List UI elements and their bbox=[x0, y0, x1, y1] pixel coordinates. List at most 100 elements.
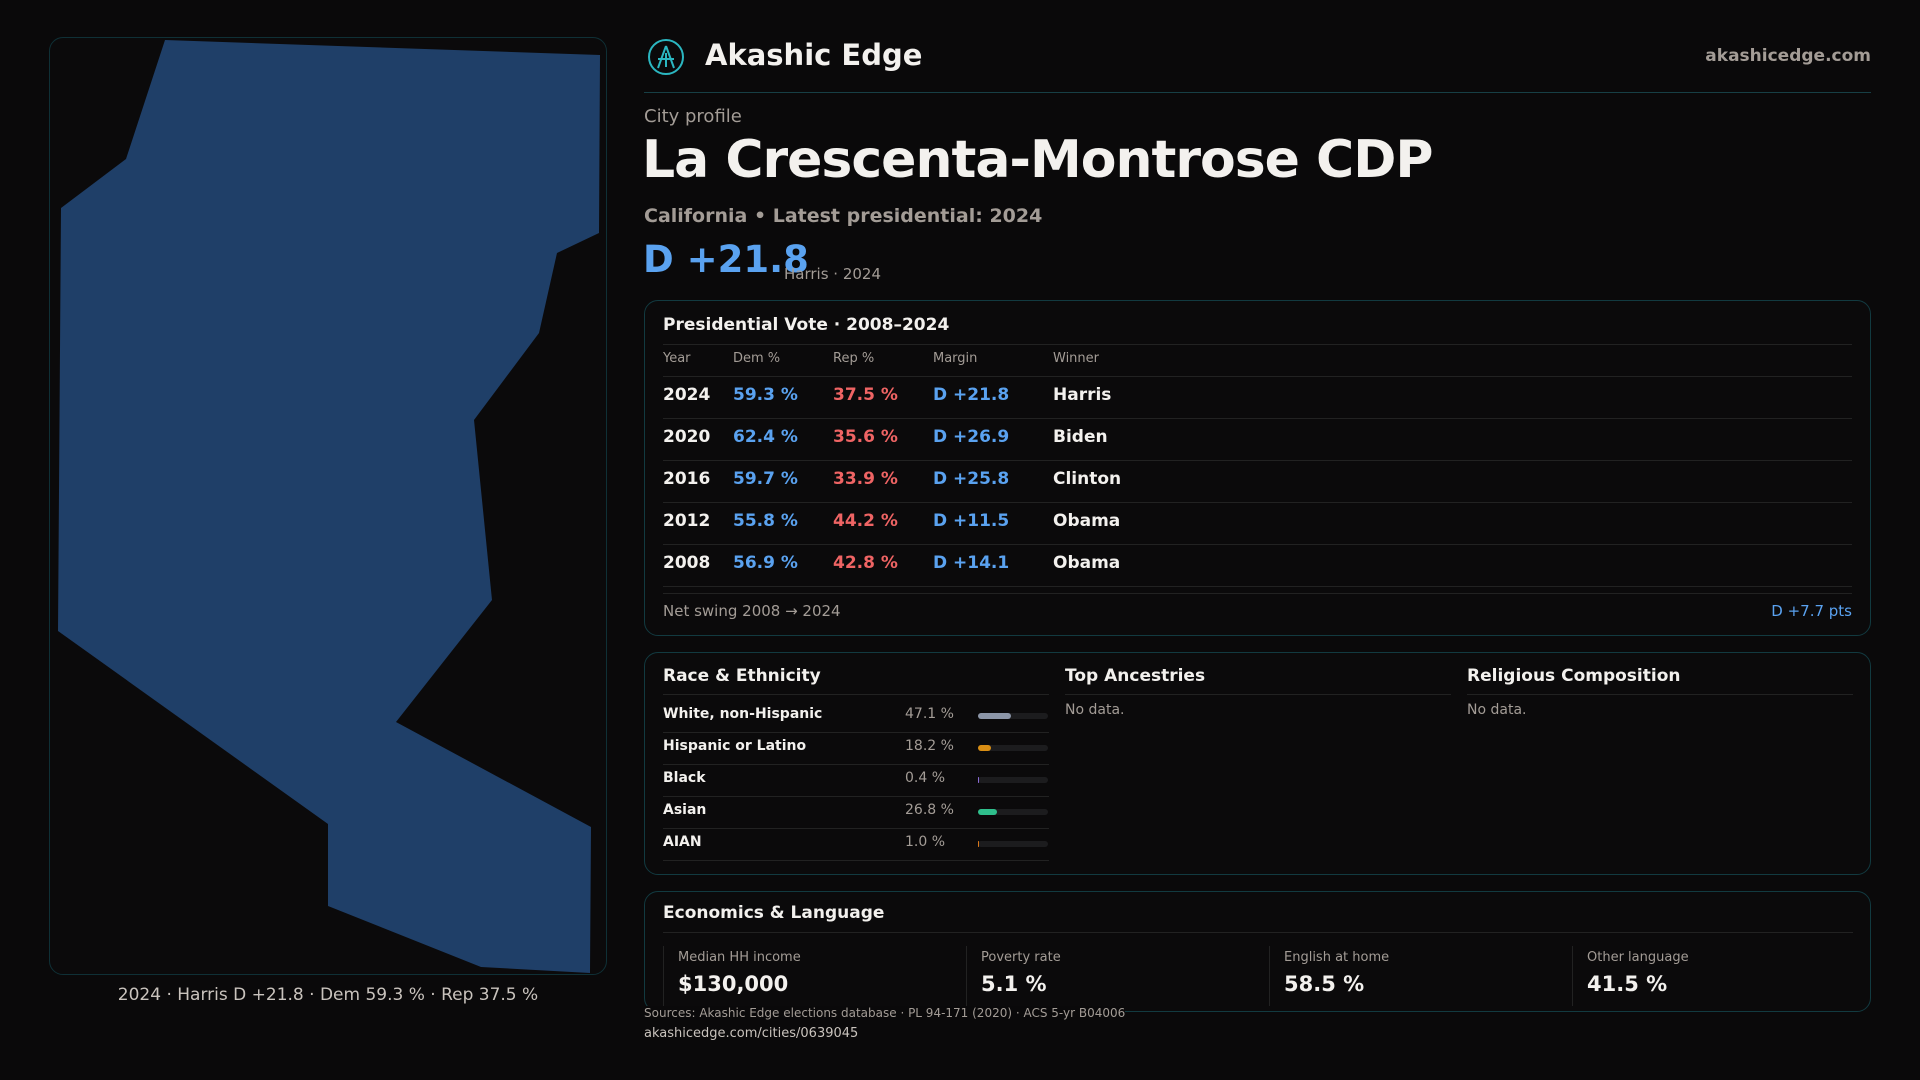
latest-margin-note: Harris · 2024 bbox=[784, 265, 882, 283]
econ-stat bbox=[1572, 946, 1574, 1006]
vote-cell: 2016 bbox=[663, 469, 711, 489]
divider bbox=[663, 544, 1852, 545]
column-header: Year bbox=[663, 351, 691, 366]
divider bbox=[663, 586, 1852, 587]
vote-cell: D +25.8 bbox=[933, 469, 1010, 489]
econ-stat-label: Median HH income bbox=[678, 950, 801, 965]
race-bar-fill bbox=[978, 713, 1011, 719]
vote-cell: 37.5 % bbox=[833, 385, 898, 405]
econ-stat-value: 41.5 % bbox=[1587, 972, 1668, 996]
econ-stat-value: $130,000 bbox=[678, 972, 789, 996]
vote-cell: 62.4 % bbox=[733, 427, 798, 447]
page-kicker: City profile bbox=[644, 106, 742, 127]
header-divider bbox=[644, 92, 1871, 93]
latest-margin: D +21.8 bbox=[643, 238, 809, 281]
vote-cell: 55.8 % bbox=[733, 511, 798, 531]
ancestry-title: Top Ancestries bbox=[1065, 666, 1206, 686]
vote-cell: 33.9 % bbox=[833, 469, 898, 489]
race-bar-fill bbox=[978, 745, 991, 751]
vote-cell: Biden bbox=[1053, 427, 1108, 447]
race-label: White, non-Hispanic bbox=[663, 706, 823, 722]
econ-title: Economics & Language bbox=[663, 903, 885, 923]
presidential-vote-panel: Presidential Vote · 2008–2024 Year Dem % R… bbox=[644, 300, 1871, 636]
race-pct: 18.2 % bbox=[905, 738, 954, 754]
vote-cell: D +21.8 bbox=[933, 385, 1010, 405]
column-header: Dem % bbox=[733, 351, 781, 366]
race-bar bbox=[978, 777, 1048, 783]
divider bbox=[663, 344, 1852, 345]
vote-cell: D +14.1 bbox=[933, 553, 1010, 573]
econ-stat bbox=[966, 946, 968, 1006]
econ-stat-value: 5.1 % bbox=[981, 972, 1047, 996]
page-title: La Crescenta-Montrose CDP bbox=[642, 130, 1433, 190]
vote-cell: 44.2 % bbox=[833, 511, 898, 531]
race-label: Hispanic or Latino bbox=[663, 738, 807, 754]
race-bar-fill bbox=[978, 841, 979, 847]
divider bbox=[663, 796, 1049, 797]
vote-cell: 2024 bbox=[663, 385, 711, 405]
vote-cell: 59.7 % bbox=[733, 469, 798, 489]
vote-cell: 2012 bbox=[663, 511, 711, 531]
divider bbox=[663, 593, 1852, 594]
vote-cell: D +26.9 bbox=[933, 427, 1010, 447]
divider bbox=[663, 860, 1049, 861]
race-pct: 26.8 % bbox=[905, 802, 954, 818]
race-bar bbox=[978, 745, 1048, 751]
race-pct: 1.0 % bbox=[905, 834, 946, 850]
vote-cell: 35.6 % bbox=[833, 427, 898, 447]
divider bbox=[663, 502, 1852, 503]
brand-name: Akashic Edge bbox=[705, 38, 923, 72]
page-subtitle: California • Latest presidential: 2024 bbox=[644, 205, 1043, 227]
vote-cell: 2020 bbox=[663, 427, 711, 447]
race-pct: 47.1 % bbox=[905, 706, 954, 722]
site-link[interactable]: akashicedge.com bbox=[1705, 46, 1871, 66]
divider bbox=[663, 764, 1049, 765]
vote-panel-title: Presidential Vote · 2008–2024 bbox=[663, 315, 950, 335]
econ-stat bbox=[1269, 946, 1271, 1006]
race-bar bbox=[978, 713, 1048, 719]
vote-cell: 42.8 % bbox=[833, 553, 898, 573]
econ-stat-label: English at home bbox=[1284, 950, 1390, 965]
race-bar-fill bbox=[978, 809, 997, 815]
vote-cell: 59.3 % bbox=[733, 385, 798, 405]
demographics-panel bbox=[644, 652, 1871, 875]
divider bbox=[663, 376, 1852, 377]
econ-stat-label: Other language bbox=[1587, 950, 1689, 965]
vote-cell: Harris bbox=[1053, 385, 1112, 405]
vote-cell: 56.9 % bbox=[733, 553, 798, 573]
econ-stat-value: 58.5 % bbox=[1284, 972, 1365, 996]
econ-stat bbox=[663, 946, 665, 1006]
religion-empty: No data. bbox=[1467, 702, 1527, 718]
economics-panel bbox=[644, 891, 1871, 1012]
ancestry-empty: No data. bbox=[1065, 702, 1125, 718]
divider bbox=[663, 418, 1852, 419]
brand-logo-icon bbox=[648, 39, 684, 75]
race-bar-fill bbox=[978, 777, 979, 783]
vote-cell: Obama bbox=[1053, 553, 1121, 573]
net-swing-value: D +7.7 pts bbox=[1771, 602, 1852, 620]
race-label: AIAN bbox=[663, 834, 702, 850]
column-header: Winner bbox=[1053, 351, 1100, 366]
religion-title: Religious Composition bbox=[1467, 666, 1681, 686]
race-label: Black bbox=[663, 770, 706, 786]
race-title: Race & Ethnicity bbox=[663, 666, 821, 686]
vote-cell: Obama bbox=[1053, 511, 1121, 531]
vote-cell: Clinton bbox=[1053, 469, 1122, 489]
divider bbox=[663, 828, 1049, 829]
divider bbox=[663, 460, 1852, 461]
vote-cell: D +11.5 bbox=[933, 511, 1010, 531]
city-boundary-map bbox=[58, 40, 600, 973]
divider bbox=[1065, 694, 1451, 695]
race-pct: 0.4 % bbox=[905, 770, 946, 786]
divider bbox=[663, 732, 1049, 733]
race-bar bbox=[978, 809, 1048, 815]
net-swing-label: Net swing 2008 → 2024 bbox=[663, 602, 841, 620]
race-bar bbox=[978, 841, 1048, 847]
city-boundary-shape bbox=[58, 40, 600, 973]
map-caption: 2024 · Harris D +21.8 · Dem 59.3 % · Rep… bbox=[117, 985, 539, 1005]
divider bbox=[1467, 694, 1853, 695]
divider bbox=[663, 932, 1853, 933]
column-header: Margin bbox=[933, 351, 978, 366]
econ-stat-label: Poverty rate bbox=[981, 950, 1061, 965]
page-url[interactable]: akashicedge.com/cities/0639045 bbox=[644, 1026, 859, 1041]
